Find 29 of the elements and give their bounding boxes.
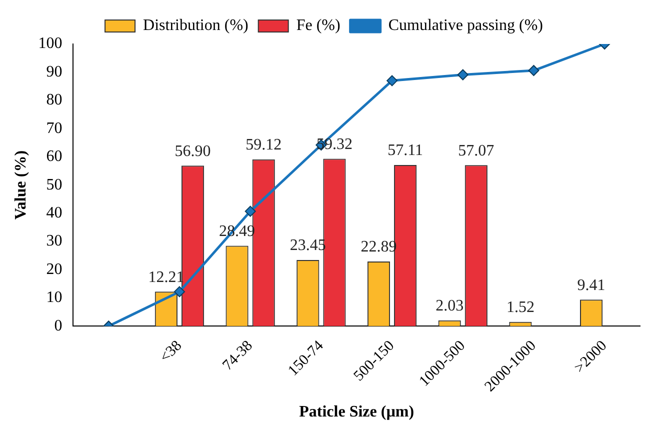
point [386,75,398,86]
x-axis-title: Paticle Size (µm) [299,404,414,421]
y-tick-label: 90 [46,63,62,80]
y-tick-label: 30 [46,232,62,250]
y-tick-label: 80 [46,92,62,109]
point [244,206,256,217]
data-label: 9.41 [577,276,606,294]
y-tick-label: 0 [54,317,62,334]
y-tick-label: 50 [46,176,62,194]
data-label: 57.11 [388,142,424,160]
data-label: 56.90 [174,142,211,160]
data-label: 57.07 [458,142,494,160]
data-label: 1.52 [506,299,534,316]
legend-label: Fe (%) [296,17,340,34]
legend-label: Cumulative passing (%) [388,17,543,34]
y-axis-title: Value (%) [12,150,30,220]
y-tick-label: 60 [46,148,62,166]
y-tick-label: 100 [38,35,62,52]
data-label: 59.12 [246,136,282,154]
y-tick-label: 40 [46,204,62,222]
point [528,65,540,76]
legend-label: Distribution (%) [143,17,248,34]
y-tick-label: 20 [46,260,62,278]
y-tick-label: 10 [46,289,62,306]
x-tick-label: <38 [157,338,186,366]
point [174,286,185,298]
point [457,69,468,80]
data-label: 2.03 [436,298,464,315]
y-tick-label: 70 [46,120,62,137]
